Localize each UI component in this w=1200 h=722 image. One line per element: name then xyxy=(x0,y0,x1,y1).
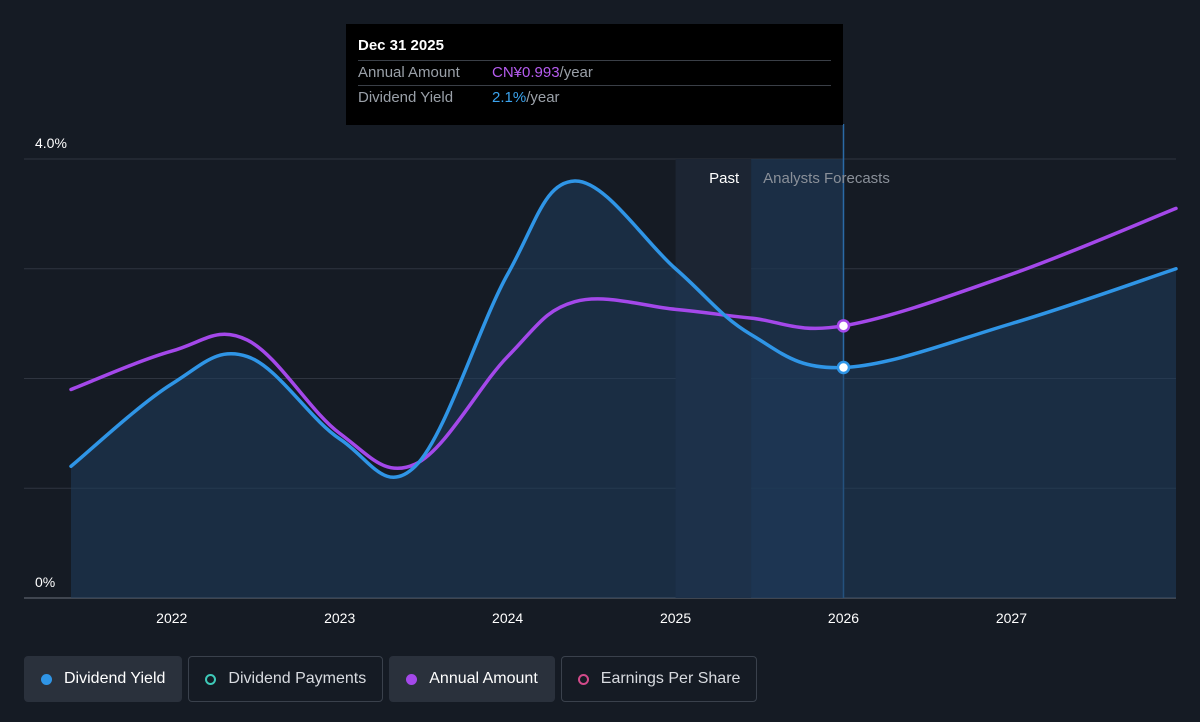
x-tick-label: 2023 xyxy=(324,610,355,626)
y-tick-label: 4.0% xyxy=(35,135,67,151)
x-tick-label: 2025 xyxy=(660,610,691,626)
axes: 4.0% 0% 2022 2023 2024 2025 2026 2027 xyxy=(35,135,1027,626)
dividend-yield-area xyxy=(71,180,1176,598)
highlight-markers xyxy=(836,319,851,375)
tooltip-date: Dec 31 2025 xyxy=(358,37,444,54)
legend: Dividend Yield Dividend Payments Annual … xyxy=(24,656,758,702)
tooltip-row-annual-amount: Annual Amount CN¥0.993 /year xyxy=(358,60,831,85)
x-tick-label: 2027 xyxy=(996,610,1027,626)
earnings-per-share-ring-icon xyxy=(577,673,589,685)
dividend-yield-line xyxy=(69,179,1178,480)
x-tick-label: 2024 xyxy=(492,610,523,626)
legend-label: Annual Amount xyxy=(429,670,538,687)
x-tick-label: 2022 xyxy=(156,610,187,626)
legend-label: Earnings Per Share xyxy=(600,670,741,687)
series-lines xyxy=(69,179,1178,480)
tooltip-label: Annual Amount xyxy=(358,64,460,81)
annual-amount-dot-icon xyxy=(406,673,418,685)
tooltip-label: Dividend Yield xyxy=(358,89,454,106)
past-region-label: Past xyxy=(709,170,740,187)
annual-amount-line xyxy=(69,206,1178,471)
tooltip-unit: /year xyxy=(559,64,593,81)
dividend-payments-ring-icon xyxy=(205,673,217,685)
dividend-yield-dot-icon xyxy=(41,673,52,685)
forecast-region-label: Analysts Forecasts xyxy=(763,170,890,187)
x-tick-label: 2026 xyxy=(828,610,859,626)
area-fills xyxy=(71,180,1176,598)
legend-label: Dividend Yield xyxy=(64,670,166,687)
legend-earnings-per-share[interactable]: Earnings Per Share xyxy=(560,656,758,702)
legend-label: Dividend Payments xyxy=(228,670,367,687)
tooltip-value: 2.1% xyxy=(492,89,527,106)
legend-dividend-yield[interactable]: Dividend Yield xyxy=(24,656,183,702)
tooltip-row-dividend-yield: Dividend Yield 2.1% /year xyxy=(358,85,831,110)
tooltip: Dec 31 2025 Annual Amount CN¥0.993 /year… xyxy=(346,24,843,125)
tooltip-value: CN¥0.993 xyxy=(492,64,560,81)
legend-annual-amount[interactable]: Annual Amount xyxy=(389,656,555,702)
annual-amount-marker xyxy=(836,319,851,333)
dividend-yield-marker xyxy=(836,360,851,375)
y-tick-label: 0% xyxy=(35,574,55,590)
legend-dividend-payments[interactable]: Dividend Payments xyxy=(188,656,384,702)
tooltip-unit: /year xyxy=(526,89,560,106)
